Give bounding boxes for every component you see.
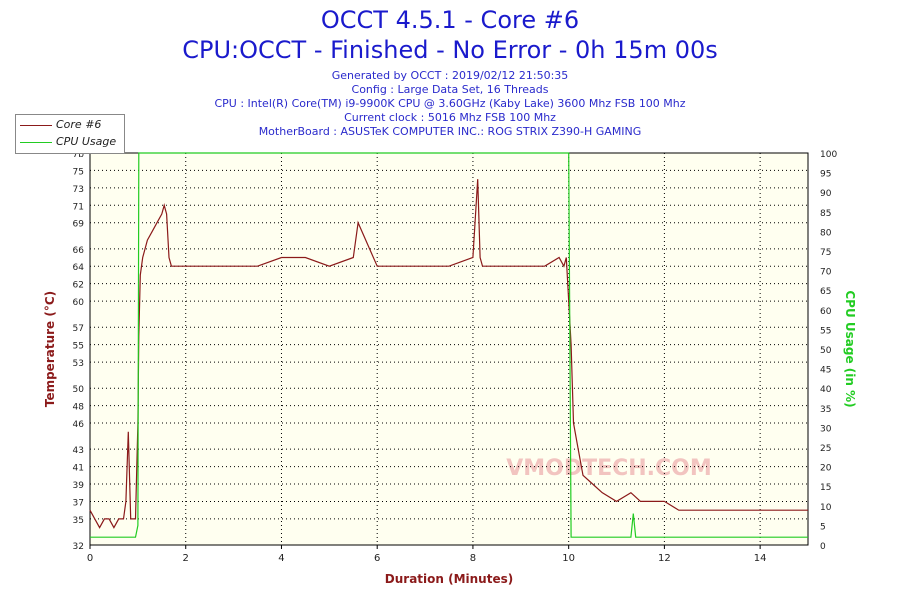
y2-tick-label: 70 xyxy=(820,268,832,278)
x-tick-label: 8 xyxy=(470,553,476,564)
x-tick-label: 6 xyxy=(374,553,380,564)
y2-tick-label: 65 xyxy=(820,287,831,297)
legend-swatch-core6 xyxy=(20,125,52,126)
x-tick-label: 12 xyxy=(658,553,671,564)
y2-tick-label: 50 xyxy=(820,346,832,356)
y2-tick-label: 5 xyxy=(820,522,826,532)
y2-tick-label: 75 xyxy=(820,248,831,258)
x-tick-label: 4 xyxy=(278,553,284,564)
y-tick-label: 60 xyxy=(73,298,85,308)
y-tick-label: 41 xyxy=(73,464,84,474)
y-tick-label: 73 xyxy=(73,185,84,195)
series-line-core6 xyxy=(89,179,808,529)
legend-item-core6: Core #6 xyxy=(16,117,124,133)
y-tick-label: 37 xyxy=(73,498,84,508)
y2-tick-label: 45 xyxy=(820,366,831,376)
y-tick-label: 39 xyxy=(73,481,85,491)
y2-tick-label: 85 xyxy=(820,209,831,219)
y-tick-label: 48 xyxy=(73,403,85,413)
y2-tick-label: 25 xyxy=(820,444,831,454)
info-clock: Current clock : 5016 Mhz FSB 100 Mhz xyxy=(344,111,556,124)
legend-swatch-cpu-usage xyxy=(20,142,52,143)
y-tick-label: 64 xyxy=(73,263,85,273)
y-tick-label: 57 xyxy=(73,324,84,334)
y2-tick-label: 15 xyxy=(820,483,831,493)
y2-tick-label: 95 xyxy=(820,170,831,180)
x-tick-label: 2 xyxy=(183,553,189,564)
y2-axis-label: CPU Usage (in %) xyxy=(843,290,857,407)
legend: Core #6 CPU Usage xyxy=(15,114,125,154)
x-axis-label: Duration (Minutes) xyxy=(385,572,513,586)
y-tick-label: 75 xyxy=(73,167,84,177)
y2-tick-label: 60 xyxy=(820,307,832,317)
y2-tick-label: 100 xyxy=(820,150,837,160)
x-tick-label: 0 xyxy=(87,553,93,564)
y-axis-label: Temperature (°C) xyxy=(43,291,57,407)
y-tick-label: 50 xyxy=(73,385,85,395)
y-tick-label: 71 xyxy=(73,202,84,212)
y2-tick-label: 80 xyxy=(820,228,832,238)
y-tick-label: 62 xyxy=(73,281,84,291)
info-config: Config : Large Data Set, 16 Threads xyxy=(351,83,549,96)
x-tick-label: 10 xyxy=(562,553,575,564)
y2-tick-label: 10 xyxy=(820,503,832,513)
x-tick-label: 14 xyxy=(754,553,767,564)
y-tick-label: 7b xyxy=(73,150,85,160)
y-tick-label: 66 xyxy=(73,246,85,256)
y-tick-label: 43 xyxy=(73,446,84,456)
y2-tick-label: 40 xyxy=(820,385,832,395)
y2-tick-label: 30 xyxy=(820,424,832,434)
watermark-text: VMODTECH.COM xyxy=(506,456,712,481)
y-tick-label: 35 xyxy=(73,516,84,526)
y2-tick-label: 35 xyxy=(820,405,831,415)
y-tick-label: 55 xyxy=(73,342,84,352)
y2-tick-label: 0 xyxy=(820,542,826,552)
y2-tick-label: 90 xyxy=(820,189,832,199)
info-generated: Generated by OCCT : 2019/02/12 21:50:35 xyxy=(331,69,569,82)
info-motherboard: MotherBoard : ASUSTeK COMPUTER INC.: ROG… xyxy=(258,125,642,138)
y-tick-label: 69 xyxy=(73,220,85,230)
chart-title: OCCT 4.5.1 - Core #6 xyxy=(320,6,580,34)
series-line-cpu-usage xyxy=(90,152,808,538)
y-tick-label: 53 xyxy=(73,359,84,369)
legend-label-core6: Core #6 xyxy=(56,118,102,131)
y-tick-label: 46 xyxy=(73,420,85,430)
legend-label-cpu-usage: CPU Usage xyxy=(56,135,117,148)
legend-item-cpu-usage: CPU Usage xyxy=(16,134,124,150)
y2-tick-label: 55 xyxy=(820,326,831,336)
info-cpu: CPU : Intel(R) Core(TM) i9-9900K CPU @ 3… xyxy=(214,97,686,110)
plot-area xyxy=(90,153,808,545)
y2-tick-label: 20 xyxy=(820,464,832,474)
chart-subtitle: CPU:OCCT - Finished - No Error - 0h 15m … xyxy=(182,36,718,64)
y-tick-label: 32 xyxy=(73,542,84,552)
